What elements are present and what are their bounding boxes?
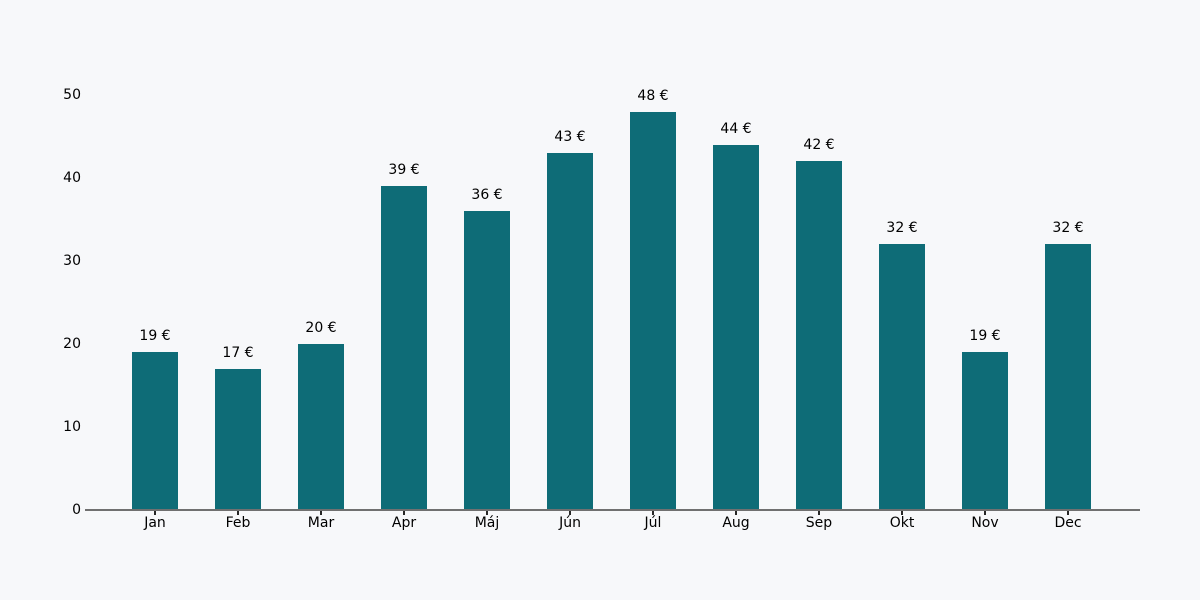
- x-tick-mark: [569, 511, 571, 515]
- y-tick-label: 50: [63, 87, 81, 103]
- x-tick-label: Apr: [391, 515, 417, 531]
- x-tick-label: Sep: [805, 515, 833, 531]
- x-tick-mark: [735, 511, 737, 515]
- bar-value-label: 43 €: [554, 129, 586, 145]
- x-tick-label: Mar: [307, 515, 335, 531]
- bar: [962, 352, 1008, 509]
- bar-value-label: 32 €: [1052, 220, 1084, 236]
- bar: [713, 145, 759, 509]
- y-tick-label: 10: [63, 419, 81, 435]
- x-tick-mark: [237, 511, 239, 515]
- bar-value-label: 42 €: [803, 137, 835, 153]
- x-tick-mark: [320, 511, 322, 515]
- bar: [132, 352, 178, 509]
- x-tick-mark: [403, 511, 405, 515]
- bar: [464, 211, 510, 509]
- x-tick-label: Dec: [1054, 515, 1082, 531]
- bar: [215, 369, 261, 509]
- bar-value-label: 19 €: [969, 328, 1001, 344]
- bar-value-label: 39 €: [388, 162, 420, 178]
- bar-value-label: 48 €: [637, 88, 669, 104]
- x-tick-mark: [486, 511, 488, 515]
- bar: [298, 344, 344, 509]
- bar: [547, 153, 593, 509]
- bar: [879, 244, 925, 509]
- y-tick-label: 30: [63, 253, 81, 269]
- x-tick-label: Jún: [559, 515, 581, 531]
- x-tick-mark: [154, 511, 156, 515]
- bar: [796, 161, 842, 509]
- x-tick-mark: [984, 511, 986, 515]
- bar: [381, 186, 427, 509]
- bar-value-label: 44 €: [720, 121, 752, 137]
- x-tick-label: Feb: [225, 515, 251, 531]
- bar-value-label: 17 €: [222, 345, 254, 361]
- bar-value-label: 36 €: [471, 187, 503, 203]
- x-tick-mark: [901, 511, 903, 515]
- bar-value-label: 20 €: [305, 320, 337, 336]
- x-tick-label: Jan: [144, 515, 166, 531]
- bar-value-label: 19 €: [139, 328, 171, 344]
- y-tick-label: 20: [63, 336, 81, 352]
- y-tick-label: 40: [63, 170, 81, 186]
- x-tick-label: Nov: [971, 515, 999, 531]
- x-tick-mark: [652, 511, 654, 515]
- x-tick-mark: [818, 511, 820, 515]
- x-tick-label: Okt: [889, 515, 915, 531]
- x-tick-label: Aug: [722, 515, 750, 531]
- y-tick-label: 0: [72, 502, 81, 518]
- bar: [630, 112, 676, 509]
- bar-value-label: 32 €: [886, 220, 918, 236]
- x-tick-label: Máj: [474, 515, 500, 531]
- bar: [1045, 244, 1091, 509]
- x-tick-label: Júl: [644, 515, 662, 531]
- x-tick-mark: [1067, 511, 1069, 515]
- x-axis-line: [85, 509, 1140, 511]
